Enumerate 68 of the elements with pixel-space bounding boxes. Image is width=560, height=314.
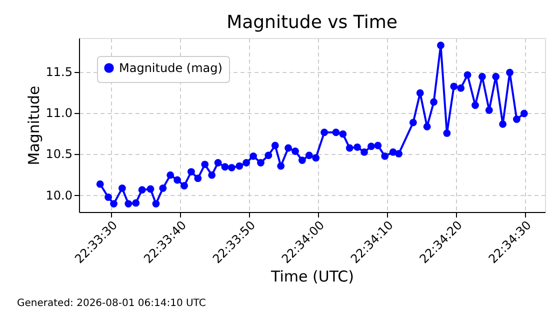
y-axis-title: Magnitude [24,86,43,166]
point [159,184,167,192]
y-tick-label: 10.0 [46,188,72,202]
point [312,154,320,162]
point [118,184,126,192]
y-tick-label: 11.0 [46,106,72,120]
point [437,42,444,50]
point [478,72,486,80]
point [320,128,328,136]
point [346,144,354,152]
point [228,164,236,172]
point [242,159,250,166]
point [520,110,528,118]
point [512,116,520,123]
point [374,142,382,150]
point [104,194,112,201]
point [457,84,465,92]
point [166,171,174,179]
point [250,152,257,160]
point [180,182,188,190]
point [221,163,229,171]
point [208,171,216,179]
point [485,106,493,114]
point [499,120,506,128]
y-tick-label: 10.5 [46,147,72,162]
point [395,150,402,158]
point [96,180,104,188]
legend-label: Magnitude (mag) [119,61,222,75]
point [174,176,182,184]
point [284,144,292,152]
point [430,98,438,106]
point [132,199,140,207]
point [194,174,202,182]
point [124,200,132,208]
point [110,200,118,208]
point [277,162,285,170]
point [152,200,160,208]
point [450,82,458,90]
point [332,128,340,136]
point [472,102,479,110]
point [443,130,451,137]
point [264,152,272,160]
chart-title: Magnitude vs Time [226,12,398,33]
point [201,160,209,168]
point [292,148,299,155]
point [368,142,375,150]
point [146,185,154,193]
point [416,89,424,97]
point [492,72,500,80]
y-tick-label: 11.5 [46,65,72,80]
point [464,71,472,79]
point [360,148,368,156]
point [298,156,306,164]
point [409,118,417,126]
point [423,122,431,130]
point [305,152,313,160]
text: Generated: 2026-08-01 06:14:10 UTC [17,298,206,309]
point [257,159,264,166]
point [236,162,244,170]
point [271,142,279,150]
point [354,143,362,151]
point [381,152,389,160]
point [506,68,514,76]
point [188,168,195,176]
point [138,186,146,194]
point [339,130,347,138]
x-axis-title: Time (UTC) [270,267,354,286]
point [214,159,222,166]
